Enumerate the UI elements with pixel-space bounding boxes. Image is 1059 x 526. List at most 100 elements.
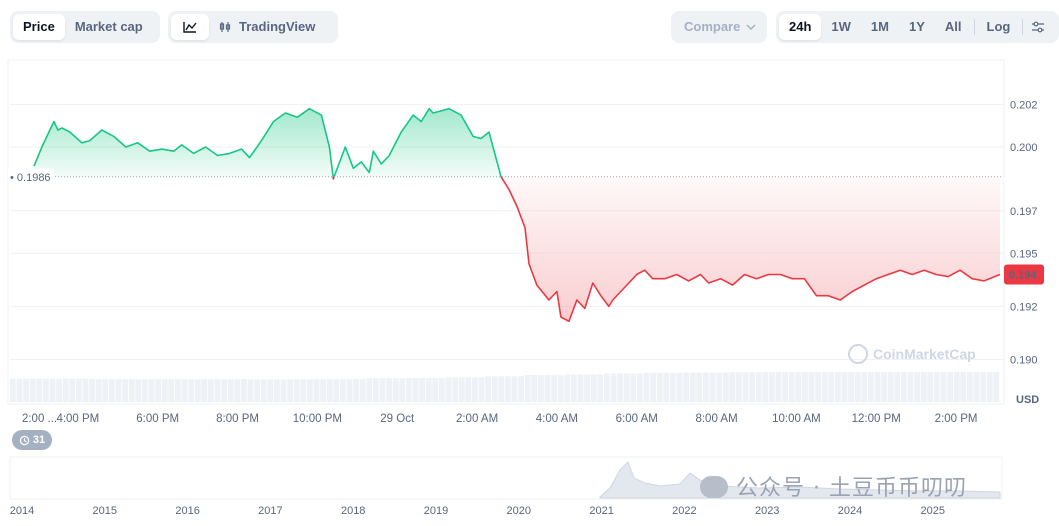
volume-bar xyxy=(729,372,736,402)
volume-bar xyxy=(353,378,359,402)
divider xyxy=(973,19,975,35)
range-all[interactable]: All xyxy=(944,19,962,34)
volume-bar xyxy=(425,378,432,402)
volume-bar xyxy=(267,379,274,402)
wechat-watermark: 公众号 · 土豆币币叨叨 xyxy=(700,470,967,502)
volume-bar xyxy=(399,378,406,402)
range-24h[interactable]: 24h xyxy=(779,14,822,40)
volume-bar xyxy=(142,379,148,402)
volume-bar xyxy=(821,372,828,402)
history-year-label: 2024 xyxy=(838,505,862,517)
volume-bar xyxy=(531,375,538,402)
volume-bar xyxy=(557,375,564,402)
range-1y[interactable]: 1Y xyxy=(908,19,925,34)
area-above-baseline xyxy=(34,108,334,177)
coinmarketcap-watermark: CoinMarketCap xyxy=(873,346,976,362)
volume-bar xyxy=(676,372,683,402)
y-tick-label: 0.190 xyxy=(1010,355,1038,367)
price-line-down xyxy=(332,176,335,180)
volume-bar xyxy=(287,379,293,402)
volume-bar xyxy=(307,379,313,402)
volume-bar xyxy=(412,378,419,402)
x-tick-label: 12:00 PM xyxy=(852,413,901,425)
volume-bar xyxy=(703,372,709,402)
watermark-text: 公众号 · 土豆币币叨叨 xyxy=(736,476,967,501)
volume-bar xyxy=(221,379,227,402)
volume-bar xyxy=(254,379,260,402)
y-tick-label: 0.192 xyxy=(1010,301,1038,313)
volume-bar xyxy=(623,373,630,402)
volume-bar xyxy=(749,372,755,402)
volume-bar xyxy=(874,372,881,402)
y-tick-label: 0.195 xyxy=(1010,248,1038,260)
volume-bar xyxy=(227,379,234,402)
volume-bar xyxy=(175,379,181,402)
volume-bar xyxy=(656,372,663,402)
volume-bar xyxy=(689,372,696,402)
volume-bar xyxy=(868,372,874,402)
volume-bar xyxy=(76,378,82,402)
history-badge[interactable]: 31 xyxy=(12,430,52,450)
volume-bar xyxy=(736,372,742,402)
volume-bar xyxy=(755,372,762,402)
volume-bar xyxy=(161,379,168,402)
divider xyxy=(1022,19,1024,35)
range-1w[interactable]: 1W xyxy=(831,19,851,34)
log-button[interactable]: Log xyxy=(986,19,1011,34)
volume-bar xyxy=(914,372,920,402)
volume-bar xyxy=(986,372,993,402)
history-year-label: 2022 xyxy=(672,505,696,517)
price-tab[interactable]: Price xyxy=(13,14,65,40)
volume-bar xyxy=(247,379,254,402)
compare-dropdown[interactable]: Compare xyxy=(671,11,767,43)
volume-bar xyxy=(115,378,122,402)
volume-bar xyxy=(16,378,23,402)
volume-bar xyxy=(590,374,597,402)
baseline: • 0.1986 xyxy=(8,168,1002,185)
line-chart-icon xyxy=(183,22,197,33)
volume-bar xyxy=(485,376,491,402)
volume-bar xyxy=(887,372,894,402)
tradingview-button[interactable]: TradingView xyxy=(209,14,325,40)
history-count: 31 xyxy=(32,434,46,446)
coinmarketcap-logo-icon xyxy=(848,344,868,364)
volume-bar xyxy=(920,372,927,402)
volume-bar xyxy=(597,374,604,402)
settings-button[interactable] xyxy=(1025,14,1051,40)
market-cap-tab[interactable]: Market cap xyxy=(74,19,143,34)
volume-bar xyxy=(524,375,531,402)
volume-bar xyxy=(69,378,76,402)
volume-bar xyxy=(340,378,346,402)
volume-bar xyxy=(29,378,36,402)
volume-bar xyxy=(23,378,29,402)
volume-bar xyxy=(386,378,392,402)
volume-bar xyxy=(359,378,366,402)
x-axis: 2:00 ... 4:00 PM 6:00 PM 8:00 PM 10:00 PM 29 … xyxy=(22,344,978,425)
history-year-label: 2017 xyxy=(258,505,282,517)
volume-bar xyxy=(181,379,188,402)
line-chart-button[interactable] xyxy=(171,14,209,40)
volume-bar xyxy=(465,377,472,402)
volume-bar xyxy=(571,374,577,402)
history-year-label: 2025 xyxy=(921,505,945,517)
volume-bar xyxy=(293,379,300,402)
history-icon xyxy=(19,435,30,445)
area-above-baseline xyxy=(334,108,501,177)
volume-bar xyxy=(973,372,980,402)
volume-bar xyxy=(722,372,729,402)
volume-bar xyxy=(907,372,914,402)
plot-frame xyxy=(7,59,1005,405)
range-1m[interactable]: 1M xyxy=(870,19,889,34)
volume-bar xyxy=(498,376,505,402)
x-tick-label: 8:00 PM xyxy=(216,413,259,425)
history-year-label: 2015 xyxy=(93,505,117,517)
y-axis-unit: USD xyxy=(1016,394,1039,406)
history-frame xyxy=(9,456,1003,500)
volume-bar xyxy=(326,378,333,402)
volume-bar xyxy=(491,376,498,402)
volume-bar xyxy=(452,377,458,402)
volume-bar xyxy=(861,372,868,402)
wechat-icon xyxy=(700,476,728,498)
volume-bar xyxy=(947,372,953,402)
